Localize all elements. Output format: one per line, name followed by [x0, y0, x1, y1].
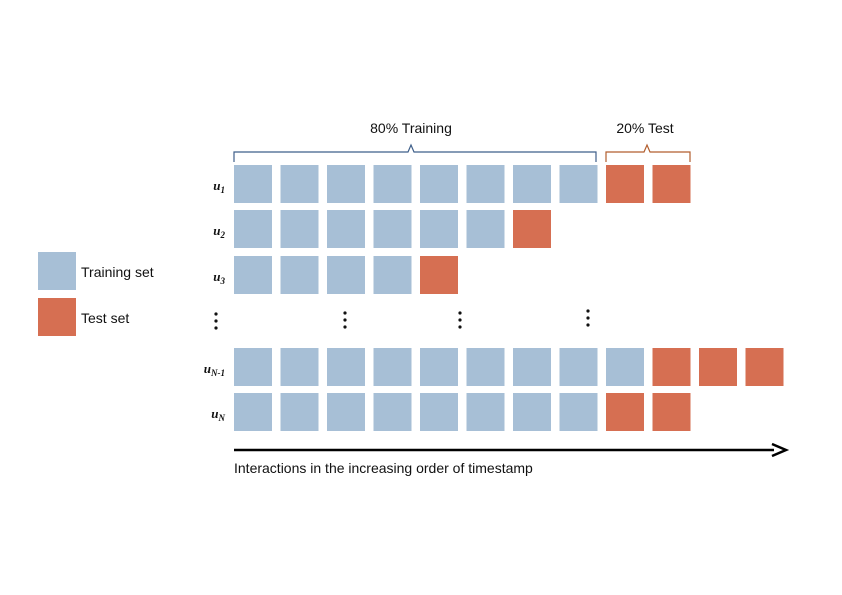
test-interaction-block: [652, 165, 691, 203]
training-interaction-block: [234, 348, 272, 386]
user-label: u1: [213, 178, 225, 195]
training-interaction-block: [327, 393, 365, 431]
ellipsis-row: [214, 309, 590, 330]
training-interaction-block: [373, 210, 412, 248]
test-interaction-block: [699, 348, 737, 386]
legend-test-swatch: [38, 298, 76, 336]
legend-training-swatch: [38, 252, 76, 290]
training-interaction-block: [559, 165, 598, 203]
training-interaction-block: [280, 165, 319, 203]
training-interaction-block: [420, 393, 458, 431]
vertical-ellipsis: [214, 312, 218, 330]
time-arrow-head: [771, 442, 790, 458]
user-row: u3: [213, 256, 458, 294]
user-row: u2: [213, 210, 551, 248]
training-interaction-block: [234, 393, 272, 431]
legend-test-label: Test set: [81, 310, 129, 326]
training-interaction-block: [606, 348, 644, 386]
user-row: uN-1: [204, 348, 784, 386]
test-interaction-block: [652, 348, 691, 386]
training-interaction-block: [373, 393, 412, 431]
test-interaction-block: [606, 165, 644, 203]
training-interaction-block: [559, 348, 598, 386]
vertical-ellipsis: [586, 309, 590, 327]
training-interaction-block: [280, 256, 319, 294]
test-interaction-block: [745, 348, 784, 386]
training-interaction-block: [234, 210, 272, 248]
training-interaction-block: [466, 348, 505, 386]
user-label: uN-1: [204, 361, 225, 378]
test-interaction-block: [420, 256, 458, 294]
training-interaction-block: [327, 256, 365, 294]
split-annotation: 80% Training 20% Test: [233, 120, 691, 162]
training-interaction-block: [559, 393, 598, 431]
training-interaction-block: [280, 210, 319, 248]
test-interaction-block: [652, 393, 691, 431]
training-interaction-block: [466, 393, 505, 431]
training-interaction-block: [420, 165, 458, 203]
user-label: u2: [213, 223, 225, 240]
test-split-label: 20% Test: [616, 120, 673, 136]
user-label: u3: [213, 269, 225, 286]
vertical-ellipsis: [343, 311, 347, 329]
vertical-ellipsis: [458, 311, 462, 329]
user-label: uN: [211, 406, 225, 423]
training-interaction-block: [373, 165, 412, 203]
user-row: uN: [211, 393, 691, 431]
training-brace: [233, 143, 597, 162]
training-interaction-block: [466, 165, 505, 203]
test-interaction-block: [606, 393, 644, 431]
user-rows: u1 u2 u3 uN-1 uN: [204, 165, 784, 431]
training-interaction-block: [513, 348, 551, 386]
user-row: u1: [213, 165, 691, 203]
test-brace: [605, 143, 691, 162]
training-interaction-block: [234, 165, 272, 203]
training-interaction-block: [513, 393, 551, 431]
training-interaction-block: [280, 393, 319, 431]
legend-training-label: Training set: [81, 264, 154, 280]
training-interaction-block: [327, 348, 365, 386]
training-interaction-block: [420, 210, 458, 248]
training-interaction-block: [373, 348, 412, 386]
legend: Training set Test set: [38, 252, 154, 336]
training-interaction-block: [513, 165, 551, 203]
time-axis-label: Interactions in the increasing order of …: [234, 460, 533, 476]
training-interaction-block: [373, 256, 412, 294]
training-interaction-block: [280, 348, 319, 386]
training-interaction-block: [420, 348, 458, 386]
training-interaction-block: [327, 210, 365, 248]
training-split-label: 80% Training: [370, 120, 452, 136]
test-interaction-block: [513, 210, 551, 248]
time-axis: Interactions in the increasing order of …: [234, 442, 790, 476]
training-interaction-block: [327, 165, 365, 203]
training-interaction-block: [466, 210, 505, 248]
training-interaction-block: [234, 256, 272, 294]
